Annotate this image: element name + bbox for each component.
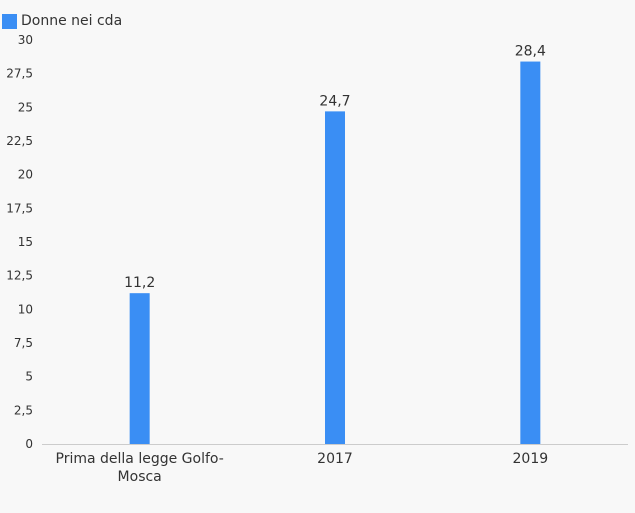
y-tick-label: 22,5: [6, 134, 33, 148]
y-tick-label: 7,5: [14, 336, 33, 350]
data-label: 11,2: [124, 275, 155, 291]
legend-label: Donne nei cda: [21, 13, 123, 29]
data-labels: 11,2 24,7 28,4: [124, 44, 546, 292]
bar: [520, 61, 541, 445]
data-label: 24,7: [319, 93, 350, 109]
data-label: 28,4: [515, 44, 546, 60]
bars: [129, 61, 541, 445]
x-tick-label: 2019: [513, 451, 549, 467]
x-axis: Prima della legge Golfo-Mosca 2017 2019: [56, 451, 549, 485]
y-tick-label: 15: [18, 235, 33, 249]
y-tick-label: 0: [25, 437, 33, 451]
legend-swatch: [2, 13, 17, 29]
y-tick-label: 30: [18, 33, 33, 47]
bar: [325, 111, 345, 444]
y-axis: 0 2,5 5 7,5 10 12,5 15 17,5 20 22,5 25 27,5 30: [6, 33, 33, 451]
y-tick-label: 12,5: [6, 269, 33, 283]
y-tick-label: 2,5: [14, 403, 33, 417]
bar: [129, 293, 150, 444]
y-tick-label: 27,5: [6, 67, 33, 81]
y-tick-label: 25: [18, 100, 33, 114]
chart-legend: Donne nei cda: [2, 12, 122, 30]
x-tick-label: 2017: [317, 451, 353, 467]
y-tick-label: 20: [18, 168, 33, 182]
y-tick-label: 17,5: [6, 201, 33, 215]
y-tick-label: 5: [25, 370, 33, 384]
x-tick-label: Prima della legge Golfo-Mosca: [56, 451, 224, 485]
y-tick-label: 10: [18, 302, 33, 316]
